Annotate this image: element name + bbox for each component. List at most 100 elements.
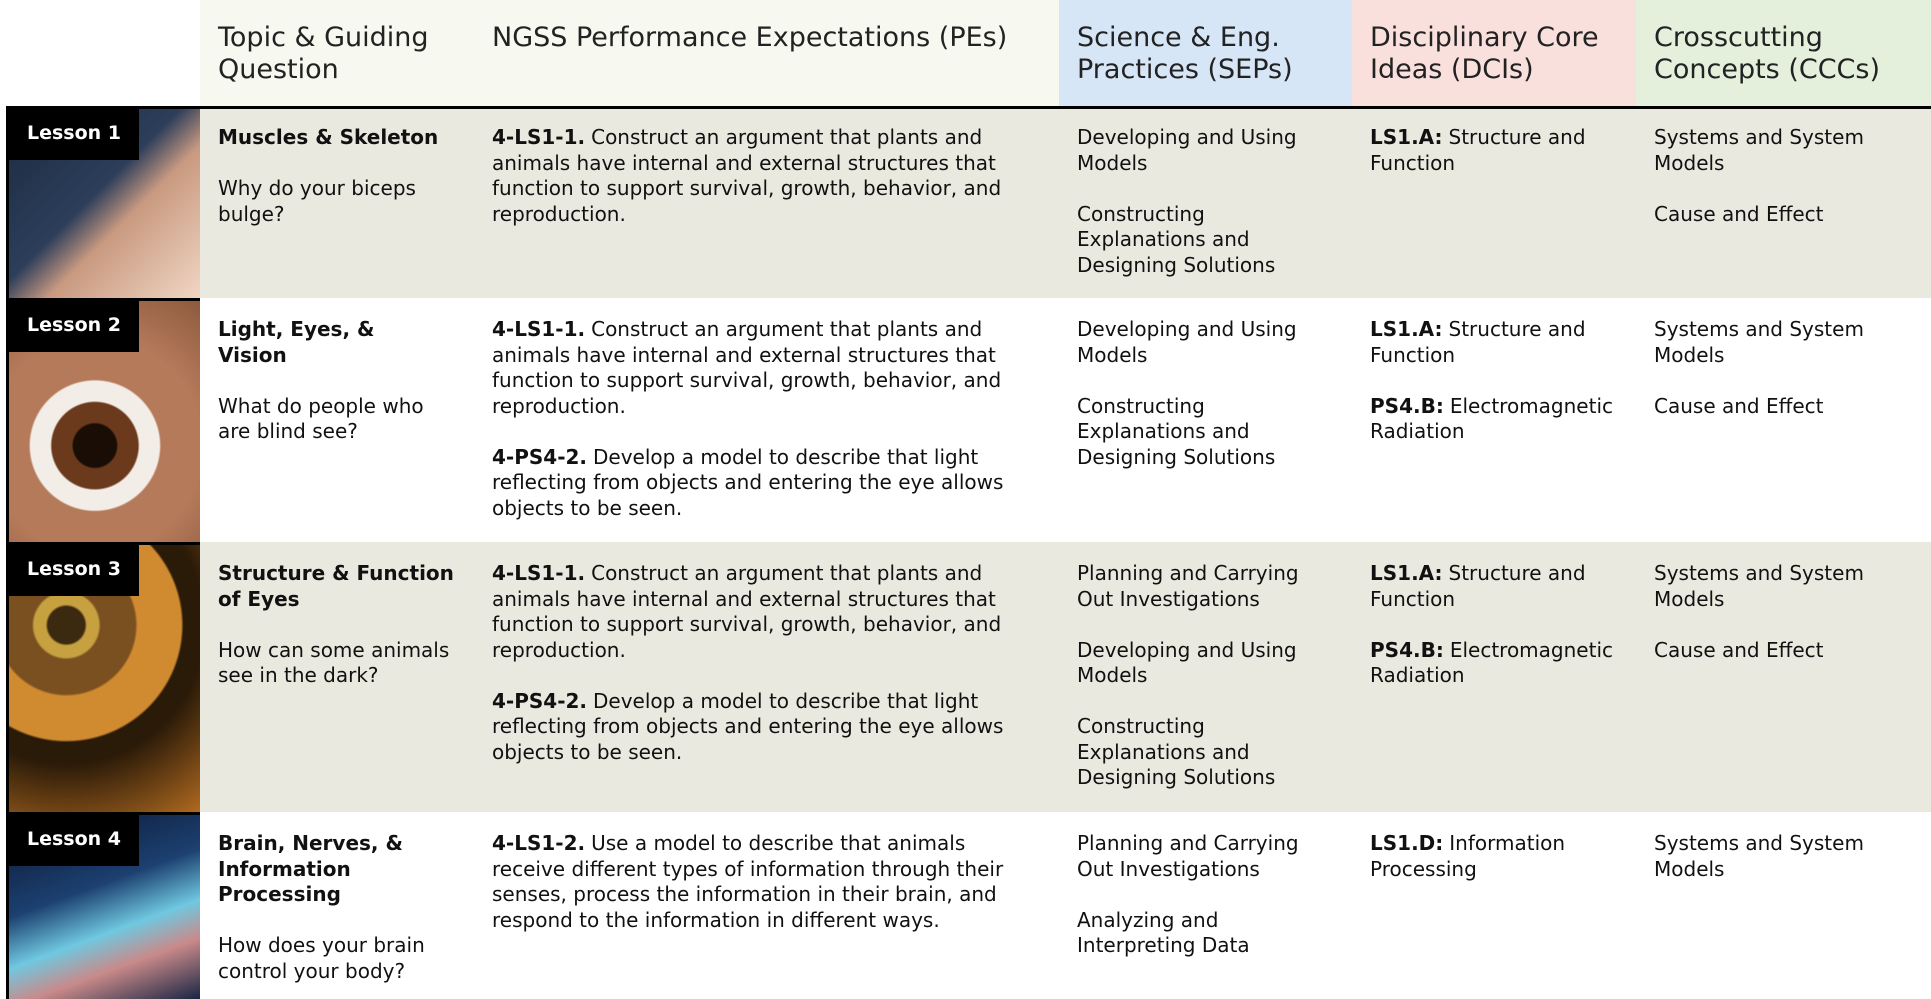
ccc-cell: Systems and System Models Cause and Effec… — [1636, 106, 1931, 298]
sep: Constructing Explanations and Designing … — [1077, 201, 1276, 277]
pe-cell: 4-LS1-1. Construct an argument that plant… — [474, 106, 1059, 298]
guiding-question: Why do your biceps bulge? — [218, 176, 416, 226]
lesson-image: Lesson 2 — [6, 298, 200, 542]
dci-code: LS1.A: — [1370, 125, 1443, 149]
guiding-question: How can some animals see in the dark? — [218, 637, 450, 688]
sep: Analyzing and Interpreting Data — [1077, 907, 1250, 958]
dci-text: Electromagnetic Radiation — [1370, 637, 1613, 688]
topic-title: Structure & Function of Eyes — [218, 561, 456, 612]
topic-title: Light, Eyes, & Vision — [218, 317, 456, 368]
lesson-image: Lesson 3 — [6, 542, 200, 812]
pe: 4-LS1-1. Construct an argument that plant… — [492, 561, 1041, 663]
pe-code: 4-PS4-2. — [492, 444, 588, 469]
pe-code: 4-LS1-1. — [492, 125, 586, 149]
pe: 4-LS1-2. Use a model to describe that ani… — [492, 831, 1041, 933]
pe-text: Construct an argument that plants and an… — [492, 317, 1002, 418]
sep: Constructing Explanations and Designing … — [1077, 714, 1276, 789]
dci: PS4.B: Electromagnetic Radiation — [1370, 394, 1618, 445]
dci-code: LS1.A: — [1370, 317, 1443, 341]
ccc: Systems and System Models — [1654, 561, 1864, 611]
ccc: Cause and Effect — [1654, 637, 1824, 662]
column-header: Disciplinary Core Ideas (DCIs) — [1352, 0, 1636, 106]
topic-cell: Muscles & Skeleton Why do your biceps bul… — [200, 106, 474, 298]
ccc: Systems and System Models — [1654, 317, 1864, 367]
dci-code: PS4.B: — [1370, 393, 1444, 418]
dci-code: LS1.D: — [1370, 831, 1444, 855]
dci-cell: LS1.D: Information Processing — [1352, 812, 1636, 999]
pe-text: Construct an argument that plants and an… — [492, 561, 1002, 662]
dci-code: PS4.B: — [1370, 637, 1444, 662]
column-header: Crosscutting Concepts (CCCs) — [1636, 0, 1931, 106]
sep: Planning and Carrying Out Investigations — [1077, 561, 1299, 611]
pe-cell: 4-LS1-1. Construct an argument that plant… — [474, 542, 1059, 812]
topic-title: Brain, Nerves, & Information Processing — [218, 831, 456, 908]
lesson-label: Lesson 1 — [9, 109, 140, 160]
dci: LS1.A: Structure and Function — [1370, 317, 1618, 368]
lesson-label: Lesson 3 — [9, 545, 140, 596]
pe-code: 4-LS1-2. — [492, 831, 586, 855]
topic: Brain, Nerves, & Information Processing — [218, 831, 403, 906]
column-header: Science & Eng. Practices (SEPs) — [1059, 0, 1352, 106]
pe-text: Use a model to describe that animals rec… — [492, 831, 1004, 932]
lesson-image: Lesson 4 — [6, 812, 200, 999]
dci: LS1.D: Information Processing — [1370, 831, 1618, 882]
pe-code: 4-LS1-1. — [492, 561, 586, 585]
ccc: Cause and Effect — [1654, 393, 1824, 418]
sep: Developing and Using Models — [1077, 125, 1297, 175]
pe: 4-LS1-1. Construct an argument that plant… — [492, 317, 1041, 419]
topic: Structure & Function of Eyes — [218, 561, 454, 611]
pe-text: Develop a model to describe that light r… — [492, 688, 1004, 764]
ccc: Cause and Effect — [1654, 201, 1824, 226]
pe-code: 4-LS1-1. — [492, 317, 586, 341]
dci-text: Structure and Function — [1370, 317, 1586, 367]
pe: 4-PS4-2. Develop a model to describe that… — [492, 689, 1041, 766]
dci-text: Electromagnetic Radiation — [1370, 393, 1613, 444]
sep-cell: Developing and Using Models Constructing … — [1059, 106, 1352, 298]
dci: LS1.A: Structure and Function — [1370, 125, 1618, 176]
pe-text: Construct an argument that plants and an… — [492, 125, 1002, 226]
lesson-image: Lesson 1 — [6, 106, 200, 298]
sep: Developing and Using Models — [1077, 637, 1297, 688]
sep: Constructing Explanations and Designing … — [1077, 393, 1276, 469]
lesson-label: Lesson 2 — [9, 301, 140, 352]
spacer — [6, 0, 200, 106]
pe: 4-LS1-1. Construct an argument that plant… — [492, 125, 1041, 227]
dci-text: Information Processing — [1370, 831, 1566, 881]
sep-cell: Planning and Carrying Out Investigations… — [1059, 542, 1352, 812]
pe-cell: 4-LS1-2. Use a model to describe that ani… — [474, 812, 1059, 999]
dci-text: Structure and Function — [1370, 125, 1586, 175]
sep-cell: Developing and Using Models Constructing … — [1059, 298, 1352, 542]
column-header: NGSS Performance Expectations (PEs) — [474, 0, 1059, 106]
ccc: Systems and System Models — [1654, 831, 1864, 881]
topic: Light, Eyes, & Vision — [218, 317, 375, 367]
topic-title: Muscles & Skeleton — [218, 125, 456, 151]
dci-text: Structure and Function — [1370, 561, 1586, 611]
dci-code: LS1.A: — [1370, 561, 1443, 585]
topic-cell: Light, Eyes, & Vision What do people who … — [200, 298, 474, 542]
dci: LS1.A: Structure and Function — [1370, 561, 1618, 612]
pe: 4-PS4-2. Develop a model to describe that… — [492, 445, 1041, 522]
sep-cell: Planning and Carrying Out Investigations… — [1059, 812, 1352, 999]
pe-text: Develop a model to describe that light r… — [492, 444, 1004, 520]
dci-cell: LS1.A: Structure and Function — [1352, 106, 1636, 298]
topic-cell: Brain, Nerves, & Information Processing H… — [200, 812, 474, 999]
guiding-question: How does your brain control your body? — [218, 933, 425, 983]
sep: Planning and Carrying Out Investigations — [1077, 831, 1299, 881]
ccc-cell: Systems and System Models Cause and Effec… — [1636, 298, 1931, 542]
dci-cell: LS1.A: Structure and Function PS4.B: Electr… — [1352, 542, 1636, 812]
topic-cell: Structure & Function of Eyes How can some… — [200, 542, 474, 812]
ccc-cell: Systems and System Models Cause and Effec… — [1636, 542, 1931, 812]
column-header: Topic & Guiding Question — [200, 0, 474, 106]
pe-cell: 4-LS1-1. Construct an argument that plant… — [474, 298, 1059, 542]
topic: Muscles & Skeleton — [218, 125, 439, 149]
ccc: Systems and System Models — [1654, 125, 1864, 175]
sep: Developing and Using Models — [1077, 317, 1297, 367]
dci: PS4.B: Electromagnetic Radiation — [1370, 638, 1618, 689]
dci-cell: LS1.A: Structure and Function PS4.B: Electr… — [1352, 298, 1636, 542]
guiding-question: What do people who are blind see? — [218, 393, 424, 444]
pe-code: 4-PS4-2. — [492, 688, 588, 713]
lesson-label: Lesson 4 — [9, 815, 140, 866]
